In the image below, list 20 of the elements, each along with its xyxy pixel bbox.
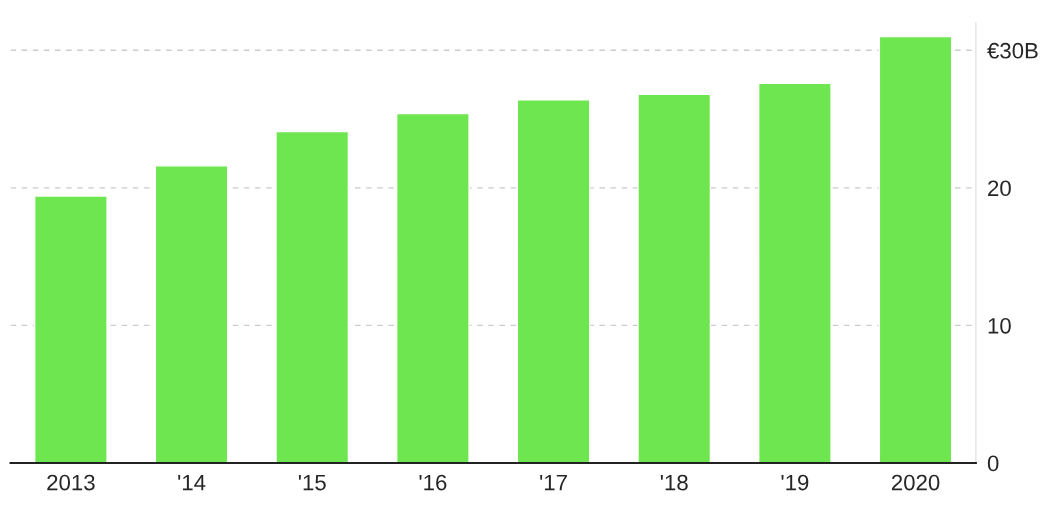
y-tick-label: 20 <box>988 180 1011 197</box>
x-tick-label: '14 <box>178 474 206 491</box>
bar <box>395 112 470 463</box>
bar <box>757 82 832 463</box>
x-tick-label: 2020 <box>891 474 940 491</box>
x-tick-label: 2013 <box>47 474 95 491</box>
y-tick-label: 0 <box>987 455 999 472</box>
x-tick-label: '17 <box>540 474 567 491</box>
x-tick-label: '16 <box>419 474 447 491</box>
y-tick-label: 10 <box>988 317 1011 334</box>
x-tick-label: '18 <box>660 474 688 491</box>
x-tick-label: '15 <box>298 474 326 491</box>
bar <box>275 130 350 463</box>
bar <box>637 93 712 463</box>
bar <box>878 35 953 463</box>
bar <box>33 195 108 463</box>
x-tick-label: '19 <box>781 474 809 491</box>
y-tick-label: €30B <box>987 42 1038 59</box>
bar <box>154 165 229 463</box>
bar <box>516 99 591 463</box>
